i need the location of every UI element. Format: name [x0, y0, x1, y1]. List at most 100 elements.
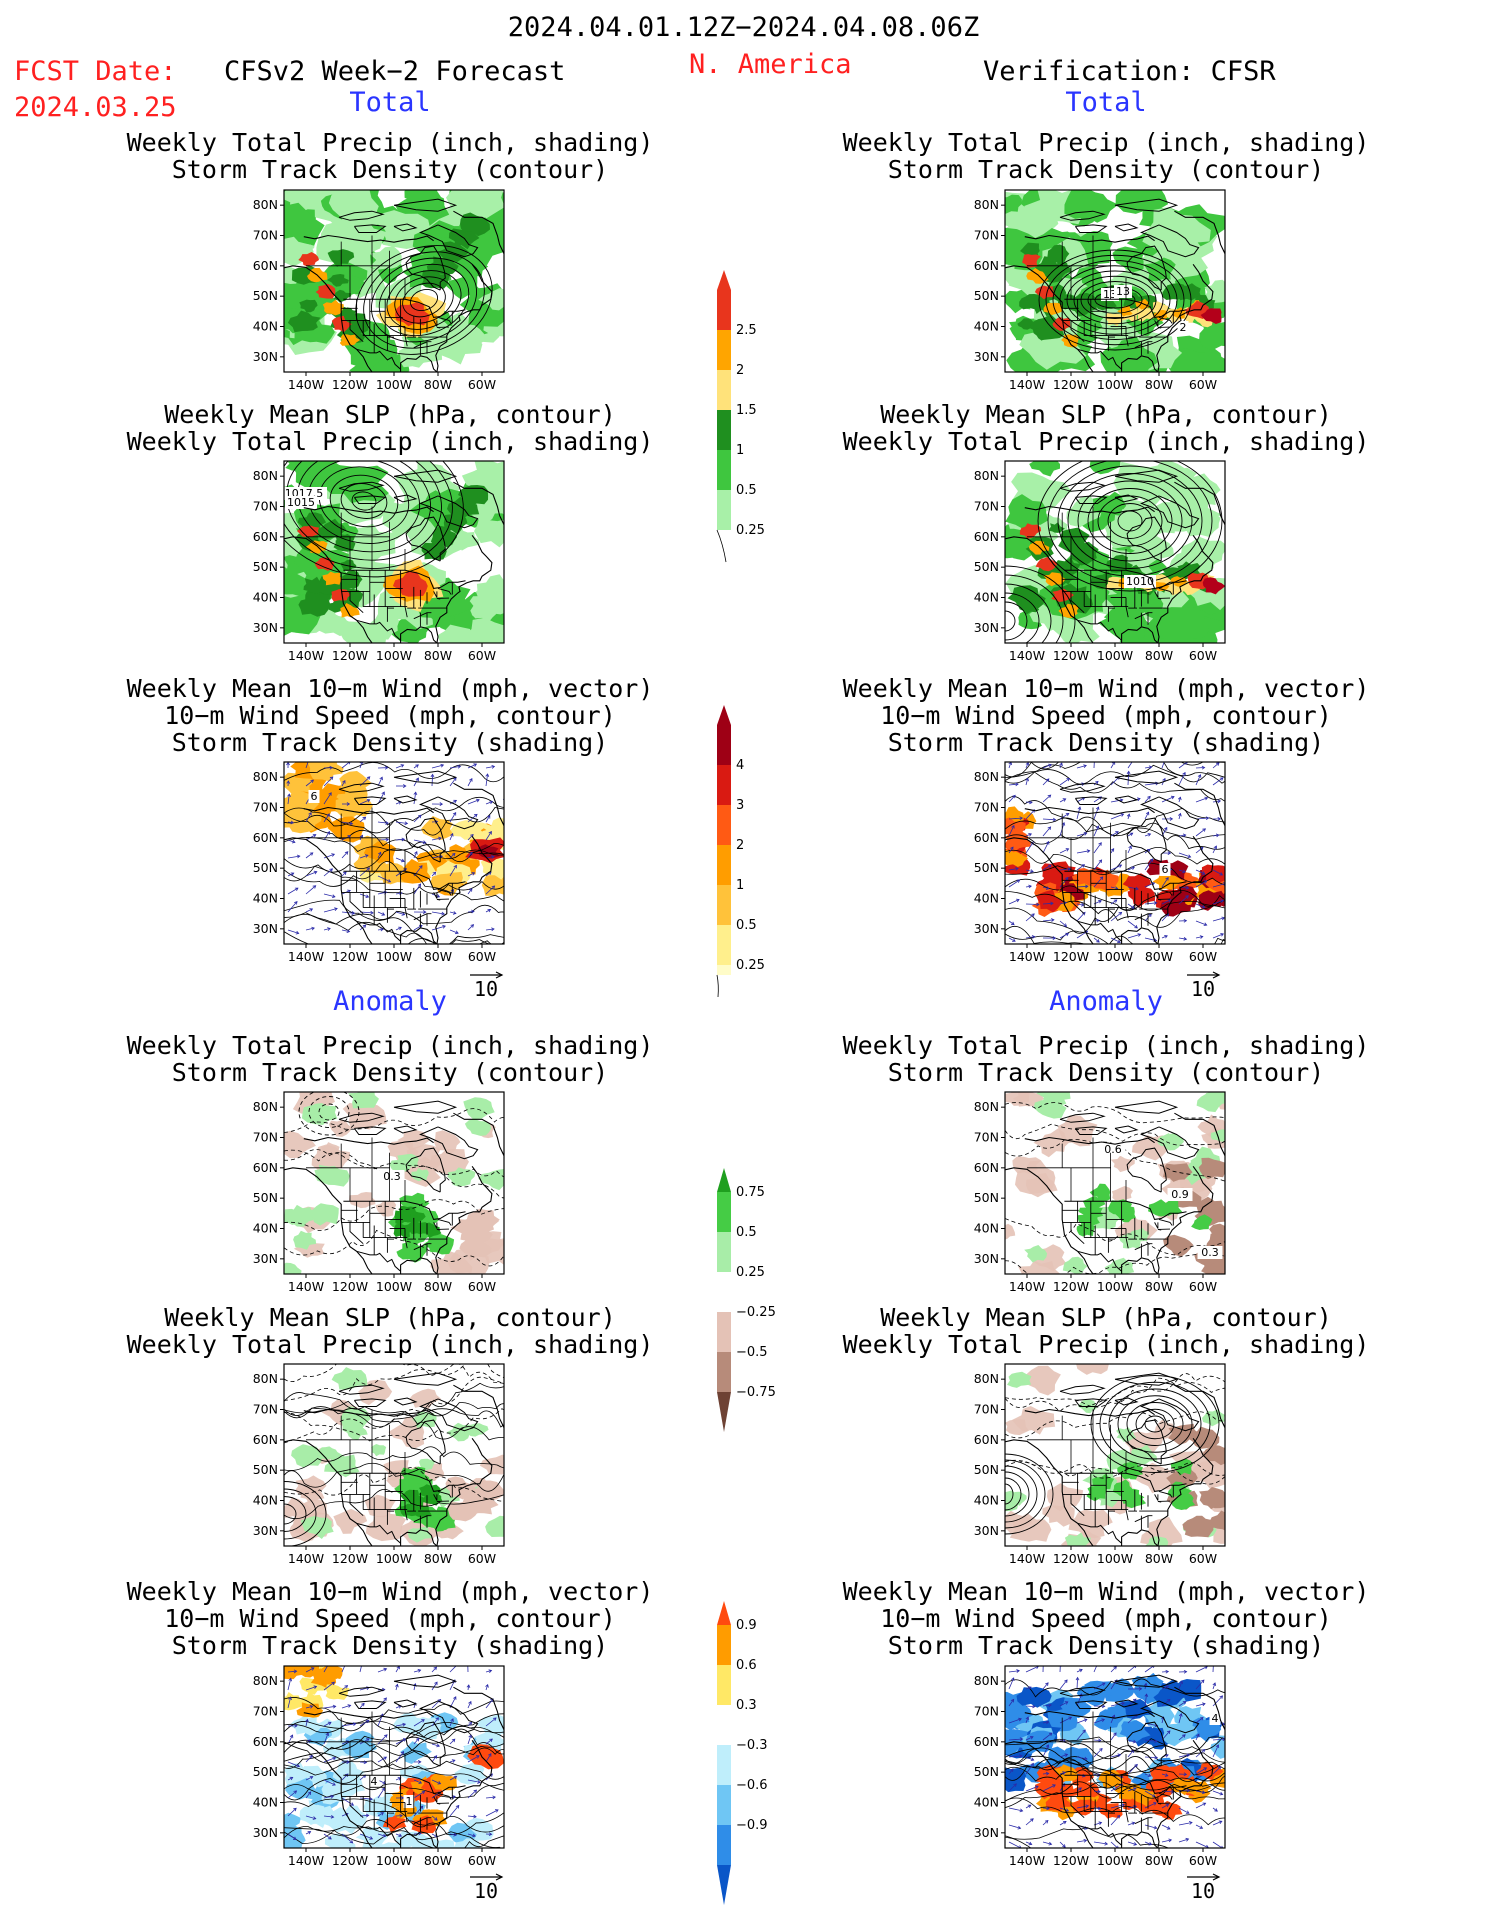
- title-ra-wind-2: 10−m Wind Speed (mph, contour): [880, 1604, 1332, 1633]
- colorbar-label: −0.75: [736, 1385, 776, 1400]
- lat-tick-label: 40N: [974, 590, 999, 605]
- vector-ref-la: 10: [470, 1873, 504, 1903]
- storm-density-label: 0.6: [1104, 1143, 1122, 1156]
- lon-tick-label: 120W: [332, 1853, 368, 1868]
- lon-tick-label: 140W: [1009, 1853, 1045, 1868]
- colorbar-label: 0.3: [736, 1698, 757, 1713]
- lon-tick-label: 80W: [1145, 648, 1173, 663]
- lat-tick-label: 30N: [974, 349, 999, 364]
- lat-tick-label: 40N: [974, 891, 999, 906]
- lat-tick-label: 50N: [253, 1462, 278, 1477]
- section-total-right: Total: [1065, 87, 1147, 118]
- lon-tick-label: 120W: [1053, 377, 1089, 392]
- verification-title: Verification: CFSR: [983, 56, 1276, 87]
- lat-tick-label: 40N: [253, 1221, 278, 1236]
- title-lt-slp-2: Weekly Total Precip (inch, shading): [126, 427, 654, 456]
- lat-tick-label: 40N: [253, 319, 278, 334]
- title-rt-wind-2: 10−m Wind Speed (mph, contour): [880, 701, 1332, 730]
- colorbar-segment: [717, 965, 731, 975]
- section-anomaly-left: Anomaly: [333, 986, 447, 1017]
- date-range-title: 2024.04.01.12Z−2024.04.08.06Z: [507, 12, 980, 43]
- lat-tick-label: 30N: [253, 349, 278, 364]
- lon-tick-label: 120W: [332, 648, 368, 663]
- lat-tick-label: 30N: [974, 620, 999, 635]
- lat-tick-label: 30N: [253, 1523, 278, 1538]
- lat-tick-label: 70N: [974, 800, 999, 815]
- lon-tick-label: 100W: [376, 1853, 412, 1868]
- colorbar-label: 0.25: [736, 523, 765, 538]
- colorbar-label: −0.3: [736, 1738, 768, 1753]
- colorbar-cap-top: [717, 1168, 731, 1192]
- colorbar-cap-top: [717, 705, 731, 725]
- lon-tick-label: 140W: [288, 1853, 324, 1868]
- lat-tick-label: 60N: [253, 1734, 278, 1749]
- ra-slp-axes: 80N 70N 60N 50N 40N 30N 140W 120W 100W 80W 60W: [974, 1371, 1217, 1566]
- lt-slp-axes: 80N 70N 60N 50N 40N 30N 140W 120W 100W 80W 60W: [253, 468, 496, 663]
- title-ra-wind-3: Storm Track Density (shading): [887, 1631, 1325, 1660]
- region-title: N. America: [689, 49, 852, 80]
- lat-tick-label: 70N: [253, 228, 278, 243]
- vector-ref-value: 10: [1191, 977, 1215, 1001]
- lon-tick-label: 120W: [332, 1279, 368, 1294]
- lt-precip-map: [284, 190, 504, 372]
- colorbar-segment: [717, 1192, 731, 1232]
- lon-tick-label: 60W: [468, 377, 496, 392]
- colorbar-segment: [717, 330, 731, 370]
- colorbar-label: 0.5: [736, 918, 757, 933]
- lat-tick-label: 40N: [253, 1795, 278, 1810]
- lon-tick-label: 140W: [1009, 1279, 1045, 1294]
- lon-tick-label: 140W: [1009, 1551, 1045, 1566]
- lat-tick-label: 70N: [253, 1402, 278, 1417]
- lat-tick-label: 30N: [974, 921, 999, 936]
- storm-density-label: 0.3: [1201, 1246, 1219, 1259]
- lat-tick-label: 80N: [253, 197, 278, 212]
- lon-tick-label: 60W: [468, 1279, 496, 1294]
- lon-tick-label: 100W: [1097, 1279, 1133, 1294]
- lon-tick-label: 60W: [1189, 1853, 1217, 1868]
- lon-tick-label: 120W: [1053, 1853, 1089, 1868]
- lon-tick-label: 80W: [424, 648, 452, 663]
- lat-tick-label: 60N: [974, 830, 999, 845]
- lon-tick-label: 80W: [424, 377, 452, 392]
- colorbar-density-anom: 0.9 0.6 0.3 −0.3 −0.6 −0.9: [717, 1601, 768, 1905]
- lat-tick-label: 70N: [253, 499, 278, 514]
- colorbar-segment: [717, 805, 731, 845]
- lat-tick-label: 80N: [974, 1673, 999, 1688]
- vector-ref-lt: 10: [470, 971, 504, 1001]
- title-ra-precip-1: Weekly Total Precip (inch, shading): [842, 1031, 1370, 1060]
- lat-tick-label: 70N: [974, 499, 999, 514]
- la-precip-axes: 80N 70N 60N 50N 40N 30N 140W 120W 100W 80W 60W: [253, 1099, 496, 1294]
- lon-tick-label: 120W: [332, 949, 368, 964]
- colorbar-label: −0.6: [736, 1778, 768, 1793]
- colorbar-segment: [717, 885, 731, 925]
- lat-tick-label: 50N: [253, 1190, 278, 1205]
- storm-density-label: 13: [1116, 285, 1130, 298]
- title-lt-slp-1: Weekly Mean SLP (hPa, contour): [164, 400, 616, 429]
- lat-tick-label: 60N: [253, 1432, 278, 1447]
- colorbar-label: 0.6: [736, 1658, 757, 1673]
- title-lt-precip-1: Weekly Total Precip (inch, shading): [126, 128, 654, 157]
- wind-speed-label: 4: [1212, 1712, 1219, 1725]
- lon-tick-label: 100W: [376, 377, 412, 392]
- lon-tick-label: 100W: [1097, 949, 1133, 964]
- rt-precip-map: 13 13 2: [1005, 190, 1225, 372]
- title-lt-wind-3: Storm Track Density (shading): [171, 728, 609, 757]
- lon-tick-label: 140W: [1009, 648, 1045, 663]
- colorbar-label: 1.5: [736, 403, 757, 418]
- lat-tick-label: 40N: [974, 319, 999, 334]
- lat-tick-label: 30N: [974, 1251, 999, 1266]
- colorbar-segment: [717, 290, 731, 330]
- lat-tick-label: 80N: [253, 1099, 278, 1114]
- wind-speed-label: 6: [311, 790, 318, 803]
- lt-wind-map: 6: [284, 762, 504, 944]
- lat-tick-label: 40N: [253, 590, 278, 605]
- lat-tick-label: 50N: [253, 860, 278, 875]
- lt-precip-axes: 80N 70N 60N 50N 40N 30N 140W 120W 100W 80W 60W: [253, 197, 496, 392]
- lon-tick-label: 120W: [1053, 1279, 1089, 1294]
- colorbar-label: 2: [736, 838, 744, 853]
- lat-tick-label: 80N: [253, 1673, 278, 1688]
- title-lt-wind-2: 10−m Wind Speed (mph, contour): [164, 701, 616, 730]
- vector-ref-value: 10: [474, 977, 498, 1001]
- lon-tick-label: 100W: [1097, 1551, 1133, 1566]
- lat-tick-label: 60N: [974, 1432, 999, 1447]
